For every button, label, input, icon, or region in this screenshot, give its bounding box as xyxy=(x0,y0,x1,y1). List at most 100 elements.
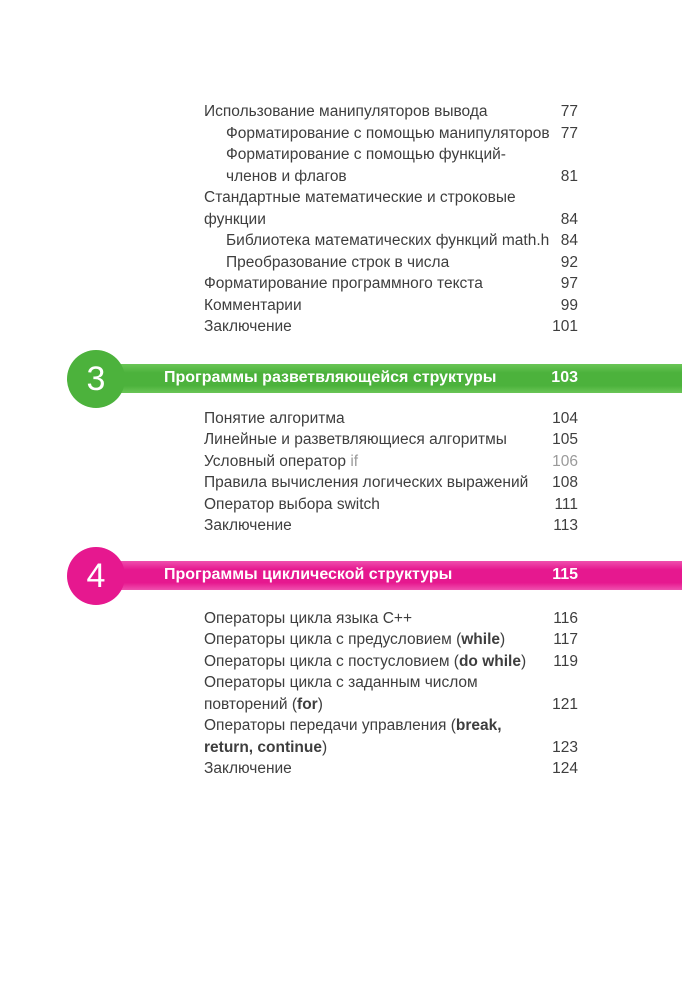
chapter-title: Программы циклической структуры xyxy=(164,566,453,583)
toc-entry-page: 124 xyxy=(552,760,578,777)
toc-entry-text: Форматирование с помощью функций-членов … xyxy=(226,144,506,187)
toc-entry-page: 77 xyxy=(560,124,578,142)
toc-entry-text: Условный оператор if xyxy=(204,451,358,473)
toc-entry: Форматирование с помощью манипуляторов 77 xyxy=(204,123,578,145)
toc-entry-segment: Правила вычисления логических выражений xyxy=(204,474,529,491)
chapter-page-number: 103 xyxy=(551,369,578,386)
toc-entry: Операторы передачи управления (break, ret… xyxy=(204,715,578,758)
toc-entry-segment: while xyxy=(461,631,501,648)
toc-entry-page: 84 xyxy=(560,210,578,228)
toc-entry-page: 92 xyxy=(560,253,578,271)
toc-entry: Понятие алгоритма 104 xyxy=(204,408,578,430)
toc-entry-segment: return, continue xyxy=(204,738,322,756)
toc-entry-page: 81 xyxy=(560,167,578,185)
toc-entry-segment: Операторы цикла с постусловием ( xyxy=(204,652,459,670)
toc-entry: Заключение 101 xyxy=(204,316,578,338)
toc-entry-segment: Комментарии xyxy=(204,296,302,314)
toc-entry-text: Заключение xyxy=(204,758,292,780)
toc-entry-segment: ) xyxy=(520,652,527,670)
toc-entry-text: Операторы цикла с постусловием (do while… xyxy=(204,651,526,673)
toc-entry-segment: Операторы цикла с предусловием ( xyxy=(204,631,462,648)
toc-entry-page: 77 xyxy=(560,103,578,120)
toc-entry-segment: Преобразование строк в числа xyxy=(226,253,450,271)
toc-entry: Линейные и разветвляющиеся алгоритмы 105 xyxy=(204,429,578,451)
toc-entry-segment: Операторы передачи управления ( xyxy=(204,717,456,734)
toc-entry-page: 123 xyxy=(552,738,578,756)
toc-entry: Стандартные математические и строковые фу… xyxy=(204,187,578,230)
chapter-number-badge: 4 xyxy=(67,546,125,605)
toc-entry-text: Стандартные математические и строковые фу… xyxy=(204,187,516,230)
toc-entry-text: Операторы передачи управления (break, ret… xyxy=(204,715,502,758)
toc-entry: Операторы цикла с заданным числом повторе… xyxy=(204,672,578,715)
toc-entry: Операторы цикла с предусловием (while) 11… xyxy=(204,629,578,651)
toc-entry-segment: Операторы цикла с заданным числом xyxy=(204,674,478,691)
toc-entry-segment: break, xyxy=(455,717,502,734)
toc-entry-segment: Линейные и разветвляющиеся алгоритмы xyxy=(204,431,507,448)
toc-entry: Заключение 124 xyxy=(204,758,578,780)
toc-entry-segment: Форматирование с помощью функций- xyxy=(226,146,506,163)
toc-entry: Операторы цикла с постусловием (do while… xyxy=(204,651,578,673)
toc-entry-segment: функции xyxy=(204,210,266,228)
chapter-number-badge: 3 xyxy=(67,349,125,408)
toc-entry-page: 97 xyxy=(560,275,578,292)
toc-entry-segment: ) xyxy=(321,738,328,756)
toc-entry-segment: for xyxy=(297,695,318,713)
toc-entry-text: Операторы цикла с заданным числом повторе… xyxy=(204,672,478,715)
toc-entry: Условный оператор if 106 xyxy=(204,451,578,473)
toc-entry-text: Преобразование строк в числа xyxy=(226,252,449,274)
toc-entry-segment: Условный оператор xyxy=(204,452,351,470)
chapter-title-bar: Программы разветвляющейся структуры 103 xyxy=(100,363,682,393)
toc-entry-segment: Использование манипуляторов вывода xyxy=(204,103,488,120)
toc-entry: Библиотека математических функций math.h… xyxy=(204,230,578,252)
toc-entry: Использование манипуляторов вывода 77 xyxy=(204,101,578,123)
toc-entry-page: 111 xyxy=(554,495,578,513)
toc-entry-segment: Оператор выбора switch xyxy=(204,495,380,513)
toc-entry-segment: do while xyxy=(458,652,521,670)
toc-entry-segment: Понятие алгоритма xyxy=(204,409,345,427)
toc-entry-text: Правила вычисления логических выражений xyxy=(204,472,528,494)
toc-entry: Комментарии 99 xyxy=(204,295,578,317)
toc-entry-page: 104 xyxy=(552,409,578,427)
toc-entry-segment: ) xyxy=(317,695,323,713)
chapter-title: Программы разветвляющейся структуры xyxy=(164,369,497,386)
toc-entry-text: Оператор выбора switch xyxy=(204,494,380,516)
toc-entry-page: 106 xyxy=(552,452,578,470)
toc-entry-page: 108 xyxy=(552,474,578,491)
toc-entry-segment: if xyxy=(350,452,359,470)
toc-entry-segment: членов и флагов xyxy=(226,167,347,185)
toc-entry-segment: Заключение xyxy=(204,318,292,335)
toc-entry-page: 121 xyxy=(552,695,578,713)
toc-entry-segment: Заключение xyxy=(204,760,292,777)
toc-entry-text: Линейные и разветвляющиеся алгоритмы xyxy=(204,429,507,451)
toc-entry-text: Операторы цикла с предусловием (while) xyxy=(204,629,505,651)
toc-entry-segment: Стандартные математические и строковые xyxy=(204,189,516,206)
toc-entry-page: 113 xyxy=(553,517,578,534)
toc-entry: Форматирование с помощью функций-членов … xyxy=(204,144,578,187)
chapter-3-header: 3 Программы разветвляющейся структуры 103 xyxy=(0,349,682,408)
toc-entry-page: 116 xyxy=(553,609,578,627)
toc-entry-page: 105 xyxy=(552,431,578,448)
toc-entry-text: Форматирование с помощью манипуляторов xyxy=(226,123,550,145)
toc-entry-segment: Заключение xyxy=(204,517,292,534)
toc-entry-segment: ) xyxy=(500,631,506,648)
toc-entry-segment: повторений ( xyxy=(204,695,298,713)
toc-entry-text: Библиотека математических функций math.h xyxy=(226,230,549,252)
toc-entry: Преобразование строк в числа 92 xyxy=(204,252,578,274)
toc-entry-page: 99 xyxy=(560,296,578,314)
toc-entry-segment: Форматирование программного текста xyxy=(204,275,483,292)
toc-entry-text: Операторы цикла языка C++ xyxy=(204,608,412,630)
toc-entry-text: Заключение xyxy=(204,515,292,537)
toc-section: Использование манипуляторов вывода 77 Форм… xyxy=(204,101,578,338)
toc-entry: Заключение 113 xyxy=(204,515,578,537)
chapter-4-header: 4 Программы циклической структуры 115 xyxy=(0,546,682,605)
toc-entry-page: 84 xyxy=(560,232,578,249)
toc-section: Операторы цикла языка C++ 116 Операторы ци… xyxy=(204,608,578,780)
toc-entry: Оператор выбора switch 111 xyxy=(204,494,578,516)
toc-entry-segment: Операторы цикла языка C++ xyxy=(204,609,413,627)
toc-entry-page: 119 xyxy=(553,652,578,670)
toc-entry-page: 117 xyxy=(553,631,578,648)
chapter-title-bar: Программы циклической структуры 115 xyxy=(100,560,682,590)
toc-entry: Правила вычисления логических выражений 1… xyxy=(204,472,578,494)
toc-entry-text: Заключение xyxy=(204,316,292,338)
